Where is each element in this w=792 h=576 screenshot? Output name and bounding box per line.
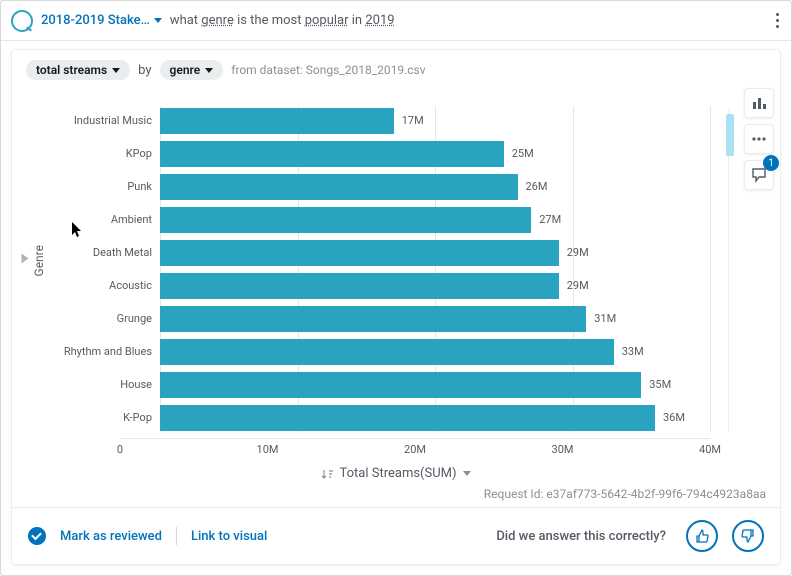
bar-track: 26M	[160, 172, 710, 201]
by-label: by	[138, 63, 151, 78]
bar-label: Punk	[62, 180, 160, 193]
nlq-input[interactable]: what genre is the most popular in 2019	[170, 13, 765, 28]
bar-row[interactable]: House 35M	[62, 370, 710, 399]
bar	[160, 306, 586, 332]
thumbs-up-button[interactable]	[686, 520, 718, 552]
dimension-pill[interactable]: genre	[160, 60, 224, 80]
chart-body: Industrial Music 17M KPop 25M Punk 26M Ambient…	[52, 84, 780, 438]
bar-row[interactable]: KPop 25M	[62, 139, 710, 168]
bar-value: 27M	[539, 213, 561, 226]
q-result-window: 2018-2019 Stake… what genre is the most …	[0, 0, 792, 576]
bar-row[interactable]: Industrial Music 17M	[62, 106, 710, 135]
x-tick: 30M	[552, 443, 574, 456]
mark-reviewed-link[interactable]: Mark as reviewed	[60, 529, 162, 544]
feedback-question: Did we answer this correctly?	[496, 529, 666, 544]
chart-tools	[744, 88, 774, 190]
bar-label: Ambient	[62, 213, 160, 226]
bar-value: 31M	[594, 312, 616, 325]
x-tick: 40M	[699, 443, 721, 456]
bar-track: 27M	[160, 205, 710, 234]
bar-label: Grunge	[62, 312, 160, 325]
thumbs-down-button[interactable]	[732, 520, 764, 552]
bar	[160, 339, 614, 365]
bar	[160, 240, 559, 266]
chart-area: Genre Industrial Music 17M KPop 25M Punk 26M A…	[12, 84, 780, 438]
bar-track: 29M	[160, 238, 710, 267]
bar-label: Industrial Music	[62, 114, 160, 127]
bar-label: Acoustic	[62, 279, 160, 292]
measure-pill[interactable]: total streams	[26, 60, 130, 80]
bar	[160, 273, 559, 299]
thumbs-down-icon	[740, 528, 756, 544]
bar	[160, 108, 394, 134]
chart-scrollbar[interactable]	[726, 110, 734, 432]
bar-track: 25M	[160, 139, 710, 168]
bar-label: KPop	[62, 147, 160, 160]
bar-row[interactable]: Acoustic 29M	[62, 271, 710, 300]
bar-row[interactable]: Death Metal 29M	[62, 238, 710, 267]
x-axis-label[interactable]: Total Streams(SUM)	[12, 466, 780, 485]
bar	[160, 372, 641, 398]
x-tick: 20M	[404, 443, 426, 456]
bar-value: 35M	[649, 378, 671, 391]
comment-icon	[751, 167, 767, 183]
more-options-button[interactable]	[744, 124, 774, 154]
x-tick: 0	[117, 443, 123, 456]
bar-track: 17M	[160, 106, 710, 135]
chevron-down-icon	[205, 68, 213, 73]
divider	[176, 527, 177, 545]
x-tick: 10M	[257, 443, 279, 456]
bar	[160, 141, 504, 167]
result-card: total streams by genre from dataset: Son…	[11, 49, 781, 565]
bar-row[interactable]: Rhythm and Blues 33M	[62, 337, 710, 366]
bar-value: 33M	[622, 345, 644, 358]
quicksight-q-icon	[11, 10, 33, 32]
link-to-visual-link[interactable]: Link to visual	[191, 529, 267, 544]
ellipsis-icon	[752, 137, 766, 141]
bar-row[interactable]: Ambient 27M	[62, 205, 710, 234]
topic-title: 2018-2019 Stake…	[41, 13, 150, 28]
chevron-down-icon	[463, 471, 471, 476]
dataset-label: from dataset: Songs_2018_2019.csv	[231, 63, 425, 77]
top-bar: 2018-2019 Stake… what genre is the most …	[1, 1, 791, 41]
comments-button[interactable]	[744, 160, 774, 190]
bar-label: Rhythm and Blues	[62, 345, 160, 358]
bar	[160, 174, 518, 200]
thumbs-up-icon	[694, 528, 710, 544]
chevron-down-icon	[112, 68, 120, 73]
bar-track: 29M	[160, 271, 710, 300]
sort-icon	[321, 468, 333, 480]
bar-value: 26M	[526, 180, 548, 193]
bar-value: 25M	[512, 147, 534, 160]
x-axis: 010M20M30M40M	[120, 438, 710, 466]
more-menu-button[interactable]	[773, 9, 781, 32]
expand-chevron-icon[interactable]	[22, 253, 29, 263]
bar-value: 36M	[663, 411, 685, 424]
bar-label: Death Metal	[62, 246, 160, 259]
bar-row[interactable]: Grunge 31M	[62, 304, 710, 333]
bar	[160, 207, 531, 233]
bar-value: 29M	[567, 246, 589, 259]
request-id: Request Id: e37af773-5642-4b2f-99f6-794c…	[12, 485, 780, 507]
bar-track: 31M	[160, 304, 710, 333]
chart-type-button[interactable]	[744, 88, 774, 118]
bar-value: 17M	[402, 114, 424, 127]
card-footer: Mark as reviewed Link to visual Did we a…	[12, 507, 780, 564]
filter-row: total streams by genre from dataset: Son…	[12, 50, 780, 84]
bar-row[interactable]: K-Pop 36M	[62, 403, 710, 432]
bar-row[interactable]: Punk 26M	[62, 172, 710, 201]
bar-track: 33M	[160, 337, 710, 366]
bar	[160, 405, 655, 431]
bar-value: 29M	[567, 279, 589, 292]
reviewed-check-icon	[28, 527, 46, 545]
chevron-down-icon	[154, 18, 162, 23]
bar-chart-icon	[751, 95, 767, 111]
bar-track: 36M	[160, 403, 710, 432]
bar-track: 35M	[160, 370, 710, 399]
scroll-thumb[interactable]	[726, 114, 734, 156]
bar-label: K-Pop	[62, 411, 160, 424]
bar-label: House	[62, 378, 160, 391]
topic-selector[interactable]: 2018-2019 Stake…	[41, 13, 162, 28]
y-axis-label[interactable]: Genre	[30, 245, 52, 276]
